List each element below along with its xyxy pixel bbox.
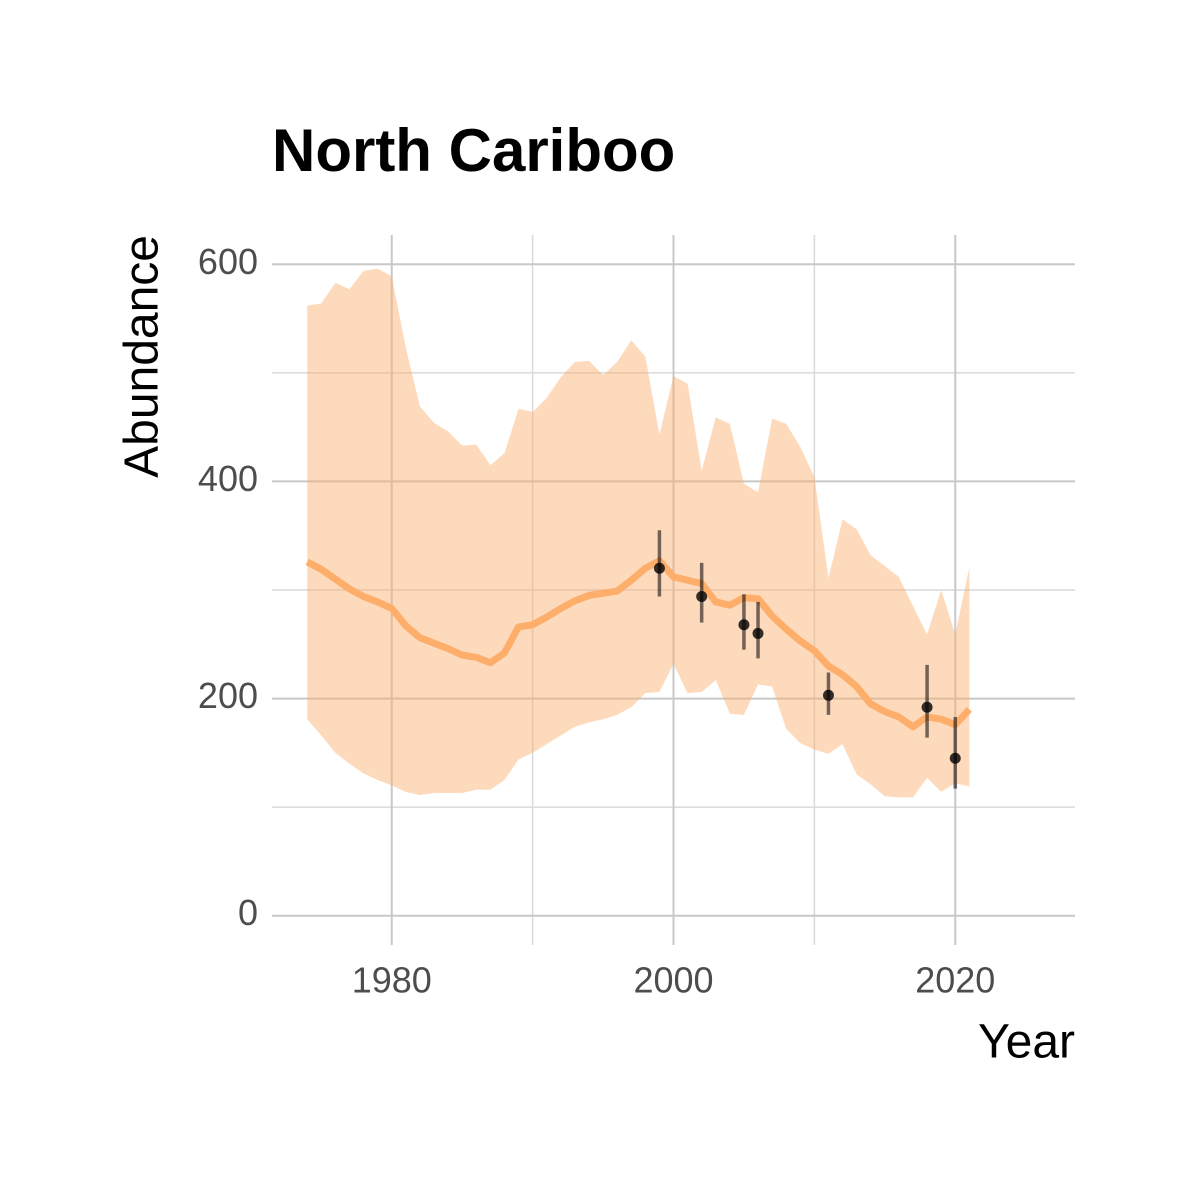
observation-point — [752, 627, 764, 639]
x-tick-label: 2000 — [633, 960, 713, 1001]
confidence-band — [307, 268, 970, 798]
y-tick-label: 400 — [198, 458, 258, 499]
trend-line — [305, 557, 972, 731]
observation-point — [921, 701, 933, 713]
x-tick-label: 2020 — [915, 960, 995, 1001]
y-tick-label: 600 — [198, 241, 258, 282]
observation-point — [738, 619, 750, 631]
x-tick-label: 1980 — [352, 960, 432, 1001]
y-tick-label: 200 — [198, 675, 258, 716]
y-tick-label: 0 — [238, 892, 258, 933]
observation-point — [822, 689, 834, 701]
observation-point — [949, 752, 961, 764]
observation-point — [653, 562, 665, 574]
x-axis-title: Year — [978, 1016, 1075, 1069]
y-axis-title: Abundance — [116, 235, 169, 478]
chart-title: North Cariboo — [272, 117, 675, 184]
observation-point — [696, 591, 708, 603]
